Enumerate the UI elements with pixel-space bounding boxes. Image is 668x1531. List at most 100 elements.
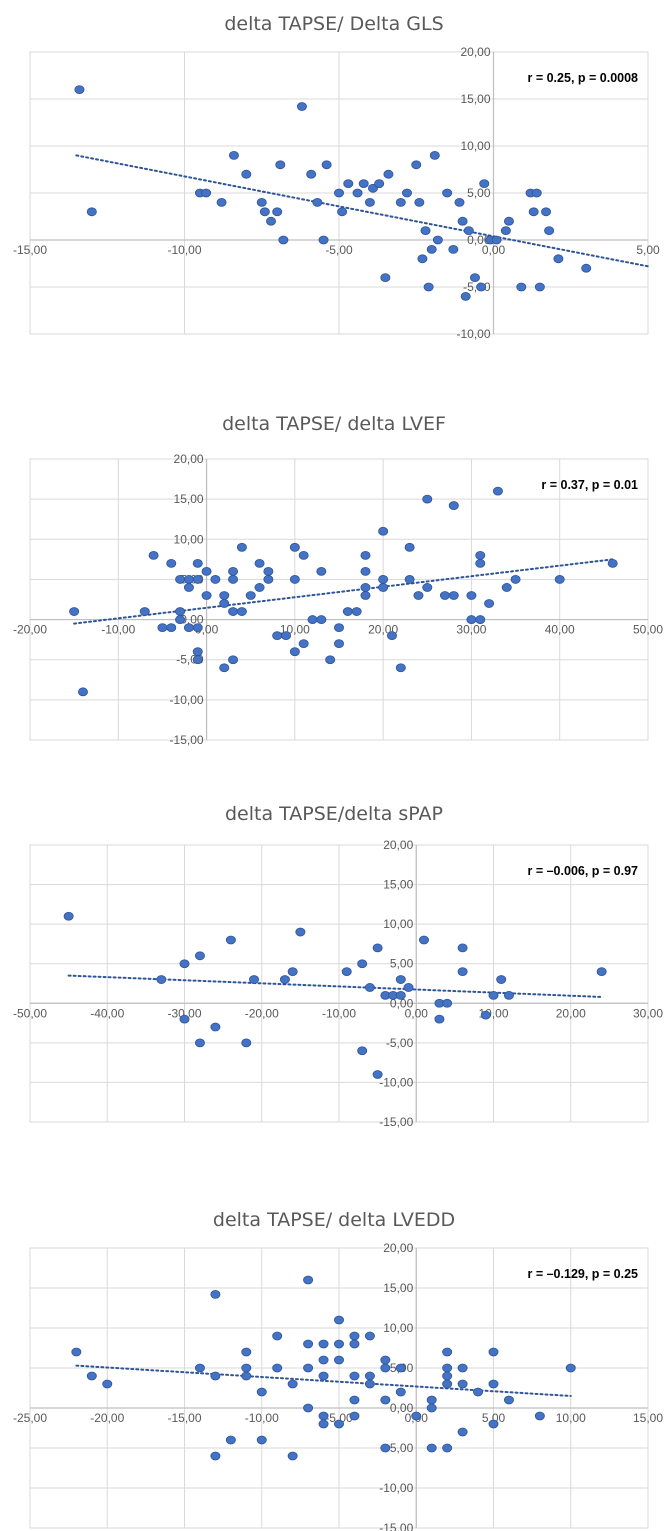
data-point (554, 575, 565, 584)
data-point (448, 244, 459, 254)
data-point (352, 188, 363, 198)
data-point (484, 599, 495, 608)
data-point (236, 607, 247, 616)
x-tick-label: 10,00 (556, 1411, 586, 1425)
data-point (241, 1363, 252, 1373)
data-point (475, 558, 486, 568)
data-point (272, 207, 283, 217)
y-tick-label: 10,00 (174, 532, 204, 546)
data-point (401, 188, 412, 198)
y-tick-label: 15,00 (383, 1281, 413, 1295)
trendline (73, 558, 614, 625)
data-point (349, 1339, 360, 1349)
y-tick-label: 20,00 (383, 1241, 413, 1255)
data-point (175, 615, 186, 624)
correlation-annotation: r = –0.129, p = 0.25 (528, 1267, 639, 1281)
data-point (69, 607, 80, 616)
data-point (395, 1363, 406, 1373)
data-point (341, 967, 352, 977)
data-point (417, 254, 428, 264)
data-point (333, 1419, 344, 1429)
data-point (241, 1347, 252, 1357)
data-point (534, 1411, 545, 1421)
data-point (210, 1022, 221, 1032)
data-point (457, 1363, 468, 1373)
data-point (225, 935, 236, 945)
data-point (337, 207, 348, 217)
data-point (343, 179, 354, 189)
data-point (259, 207, 270, 217)
data-point (316, 615, 327, 624)
data-point (175, 575, 186, 584)
data-point (411, 160, 422, 170)
data-point (596, 967, 607, 977)
data-point (192, 575, 203, 584)
data-point (349, 1411, 360, 1421)
data-point (219, 591, 230, 600)
data-point (442, 1363, 453, 1373)
data-point (466, 615, 477, 624)
data-point (71, 1347, 82, 1357)
data-point (228, 575, 239, 584)
data-point (426, 1395, 437, 1405)
data-point (380, 1443, 391, 1453)
data-point (565, 1363, 576, 1373)
x-tick-label: -20,00 (13, 623, 47, 637)
data-point (194, 1363, 205, 1373)
data-point (491, 235, 502, 245)
data-point (383, 169, 394, 179)
data-point (263, 567, 274, 576)
y-tick-label: -10,00 (170, 693, 204, 707)
data-point (321, 160, 332, 170)
data-point (333, 1339, 344, 1349)
data-point (307, 615, 318, 624)
data-point (426, 1443, 437, 1453)
data-point (272, 631, 283, 641)
data-point (192, 558, 203, 568)
y-tick-label: -15,00 (379, 1521, 413, 1531)
data-point (553, 254, 564, 264)
data-point (333, 1315, 344, 1325)
data-point (360, 550, 371, 560)
data-point (318, 1411, 329, 1421)
data-point (404, 575, 415, 584)
data-point (473, 1387, 484, 1397)
correlation-annotation: r = 0.25, p = 0.0008 (528, 71, 639, 85)
y-tick-label: -10,00 (379, 1075, 413, 1089)
chart-title: delta TAPSE/ delta LVEDD (213, 1209, 455, 1231)
x-tick-label: 30,00 (633, 1006, 663, 1020)
y-tick-label: 10,00 (383, 1321, 413, 1335)
data-point (378, 583, 389, 592)
data-point (312, 197, 323, 207)
data-point (318, 1339, 329, 1349)
data-point (254, 583, 265, 592)
data-point (179, 959, 190, 969)
data-point (318, 1355, 329, 1365)
data-point (63, 911, 74, 921)
data-point (148, 550, 159, 560)
data-point (360, 567, 371, 576)
data-point (192, 623, 203, 632)
y-tick-label: -15,00 (170, 733, 204, 747)
chart-1: delta TAPSE/ Delta GLS -15,00 -10,00 -5,00 0… (13, 13, 660, 341)
data-point (303, 1363, 314, 1373)
data-point (351, 607, 362, 616)
x-tick-label: 50,00 (633, 623, 663, 637)
data-point (364, 983, 375, 992)
y-tick-label: 0,00 (390, 1401, 414, 1415)
data-point (531, 188, 542, 198)
data-point (420, 226, 431, 236)
data-point (448, 501, 459, 510)
x-tick-label: -10,00 (245, 1411, 279, 1425)
data-point (492, 486, 503, 496)
data-point (275, 160, 286, 170)
data-point (413, 591, 424, 600)
data-point (139, 607, 150, 616)
y-tick-label: 15,00 (174, 492, 204, 506)
data-point (157, 623, 168, 632)
data-point (225, 1435, 236, 1445)
x-tick-label: 5,00 (636, 243, 660, 257)
data-point (333, 623, 344, 632)
data-point (418, 935, 429, 945)
